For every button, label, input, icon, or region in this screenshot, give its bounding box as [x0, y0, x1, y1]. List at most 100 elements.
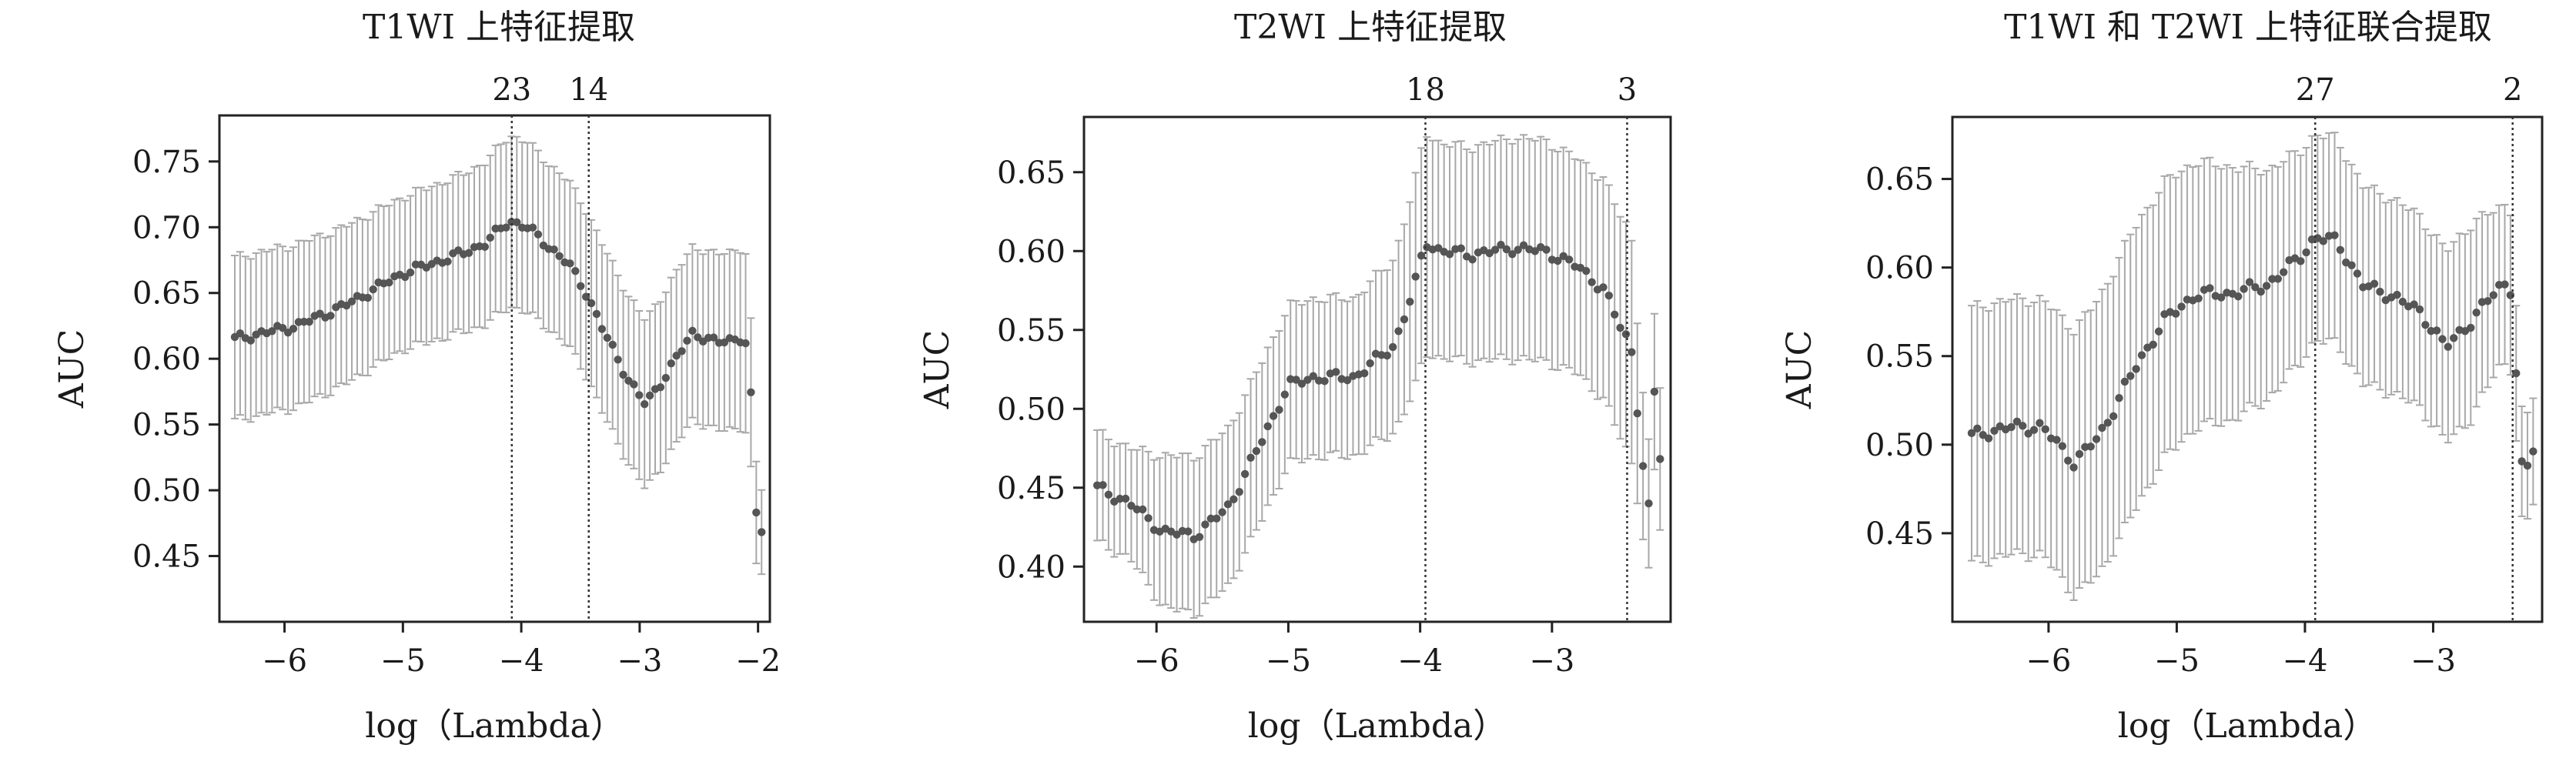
data-point [758, 528, 766, 536]
data-point [2172, 309, 2180, 318]
data-point [1144, 514, 1153, 523]
data-point [2019, 422, 2027, 430]
data-point [1206, 514, 1216, 523]
chart-panel-3: T1WI 和 T2WI 上特征联合提取 27 2 −6 −5 −4 −3 0.45 0.50 0.… [1780, 8, 2544, 746]
data-point [1621, 330, 1631, 339]
data-point [363, 293, 372, 302]
data-point [268, 327, 276, 336]
error-bars [1967, 132, 2538, 601]
data-point [1616, 323, 1624, 332]
data-point [1127, 501, 1136, 510]
data-point [1263, 422, 1272, 431]
data-point [566, 259, 574, 268]
data-point [2484, 296, 2492, 306]
data-point [709, 333, 718, 342]
data-point [1201, 520, 1209, 529]
data-point [1514, 245, 1522, 254]
data-point [2421, 320, 2430, 329]
data-point [555, 252, 564, 260]
data-point [2154, 327, 2163, 336]
data-point [614, 356, 622, 364]
data-point [1280, 390, 1290, 399]
data-point [677, 347, 686, 356]
data-point [1604, 291, 1614, 300]
data-point [2177, 302, 2186, 311]
data-point [1366, 359, 1374, 368]
data-point [2330, 231, 2339, 239]
data-point [2268, 275, 2277, 283]
data-point [2273, 275, 2283, 283]
data-point [1269, 412, 1278, 420]
data-point [1223, 500, 1233, 509]
data-point [2069, 463, 2078, 472]
data-point [1218, 508, 1226, 516]
data-point [406, 268, 415, 277]
data-point [1275, 406, 1283, 414]
data-point [1628, 348, 1636, 356]
data-point [2132, 365, 2140, 373]
top-count-label: 14 [569, 72, 608, 108]
data-point [688, 326, 697, 336]
x-tick-label: −5 [380, 643, 426, 679]
data-point [1502, 245, 1511, 254]
x-tick-label: −6 [2026, 643, 2071, 679]
data-point [2523, 461, 2532, 470]
x-tick-label: −6 [1134, 643, 1179, 679]
data-point [1519, 241, 1528, 249]
data-point [1360, 369, 1369, 378]
data-point [752, 508, 761, 517]
data-point [1967, 429, 1976, 438]
data-point [2262, 282, 2271, 290]
y-tick-label: 0.45 [1865, 516, 1934, 552]
y-tick-label: 0.50 [997, 392, 1066, 427]
data-point [1320, 377, 1329, 386]
data-point [1554, 256, 1562, 265]
data-points [1092, 240, 1664, 543]
data-point [1490, 245, 1500, 254]
data-point [2029, 426, 2039, 434]
data-point [592, 309, 601, 319]
data-point [2024, 429, 2032, 438]
top-count-label: 18 [1406, 72, 1445, 108]
y-tick-label: 0.65 [997, 155, 1066, 191]
y-tick-label: 0.75 [132, 145, 201, 180]
data-point [2472, 308, 2481, 317]
data-point [550, 245, 558, 254]
data-point [1235, 487, 1243, 496]
data-point [2501, 280, 2509, 289]
data-point [305, 317, 313, 326]
chart-panel-1: T1WI 上特征提取 23 14 −6 −5 −4 −3 −2 0.45 0.50 0.55 0.60… [52, 8, 781, 746]
data-point [2064, 456, 2073, 465]
data-point [1343, 376, 1352, 385]
data-point [1116, 494, 1124, 503]
top-count-label: 3 [1618, 72, 1637, 108]
x-tick-label: −5 [2154, 643, 2200, 679]
data-point [2120, 377, 2129, 386]
chart-panel-2: T2WI 上特征提取 18 3 −6 −5 −4 −3 0.40 0.45 0.50 0.55 0.6… [918, 8, 1672, 746]
data-point [347, 297, 356, 306]
data-point [513, 218, 521, 227]
data-point [2206, 284, 2214, 292]
data-point [443, 257, 452, 266]
plot-frame [218, 114, 771, 623]
y-axis-label: AUC [918, 330, 957, 410]
x-tick-label: −4 [499, 643, 544, 679]
y-tick-label: 0.60 [1865, 251, 1934, 286]
data-point [571, 266, 580, 275]
data-point [1297, 379, 1306, 388]
data-point [1457, 244, 1466, 252]
data-point [2216, 293, 2226, 302]
data-point [2506, 291, 2515, 299]
data-point [640, 399, 649, 409]
data-point [2058, 442, 2067, 450]
data-point [1611, 310, 1619, 319]
data-point [2098, 423, 2106, 432]
data-point [1229, 495, 1238, 504]
data-points [1967, 231, 2538, 472]
data-point [1984, 434, 1993, 442]
data-point [2086, 442, 2095, 451]
data-point [2109, 412, 2118, 421]
data-point [667, 359, 675, 368]
